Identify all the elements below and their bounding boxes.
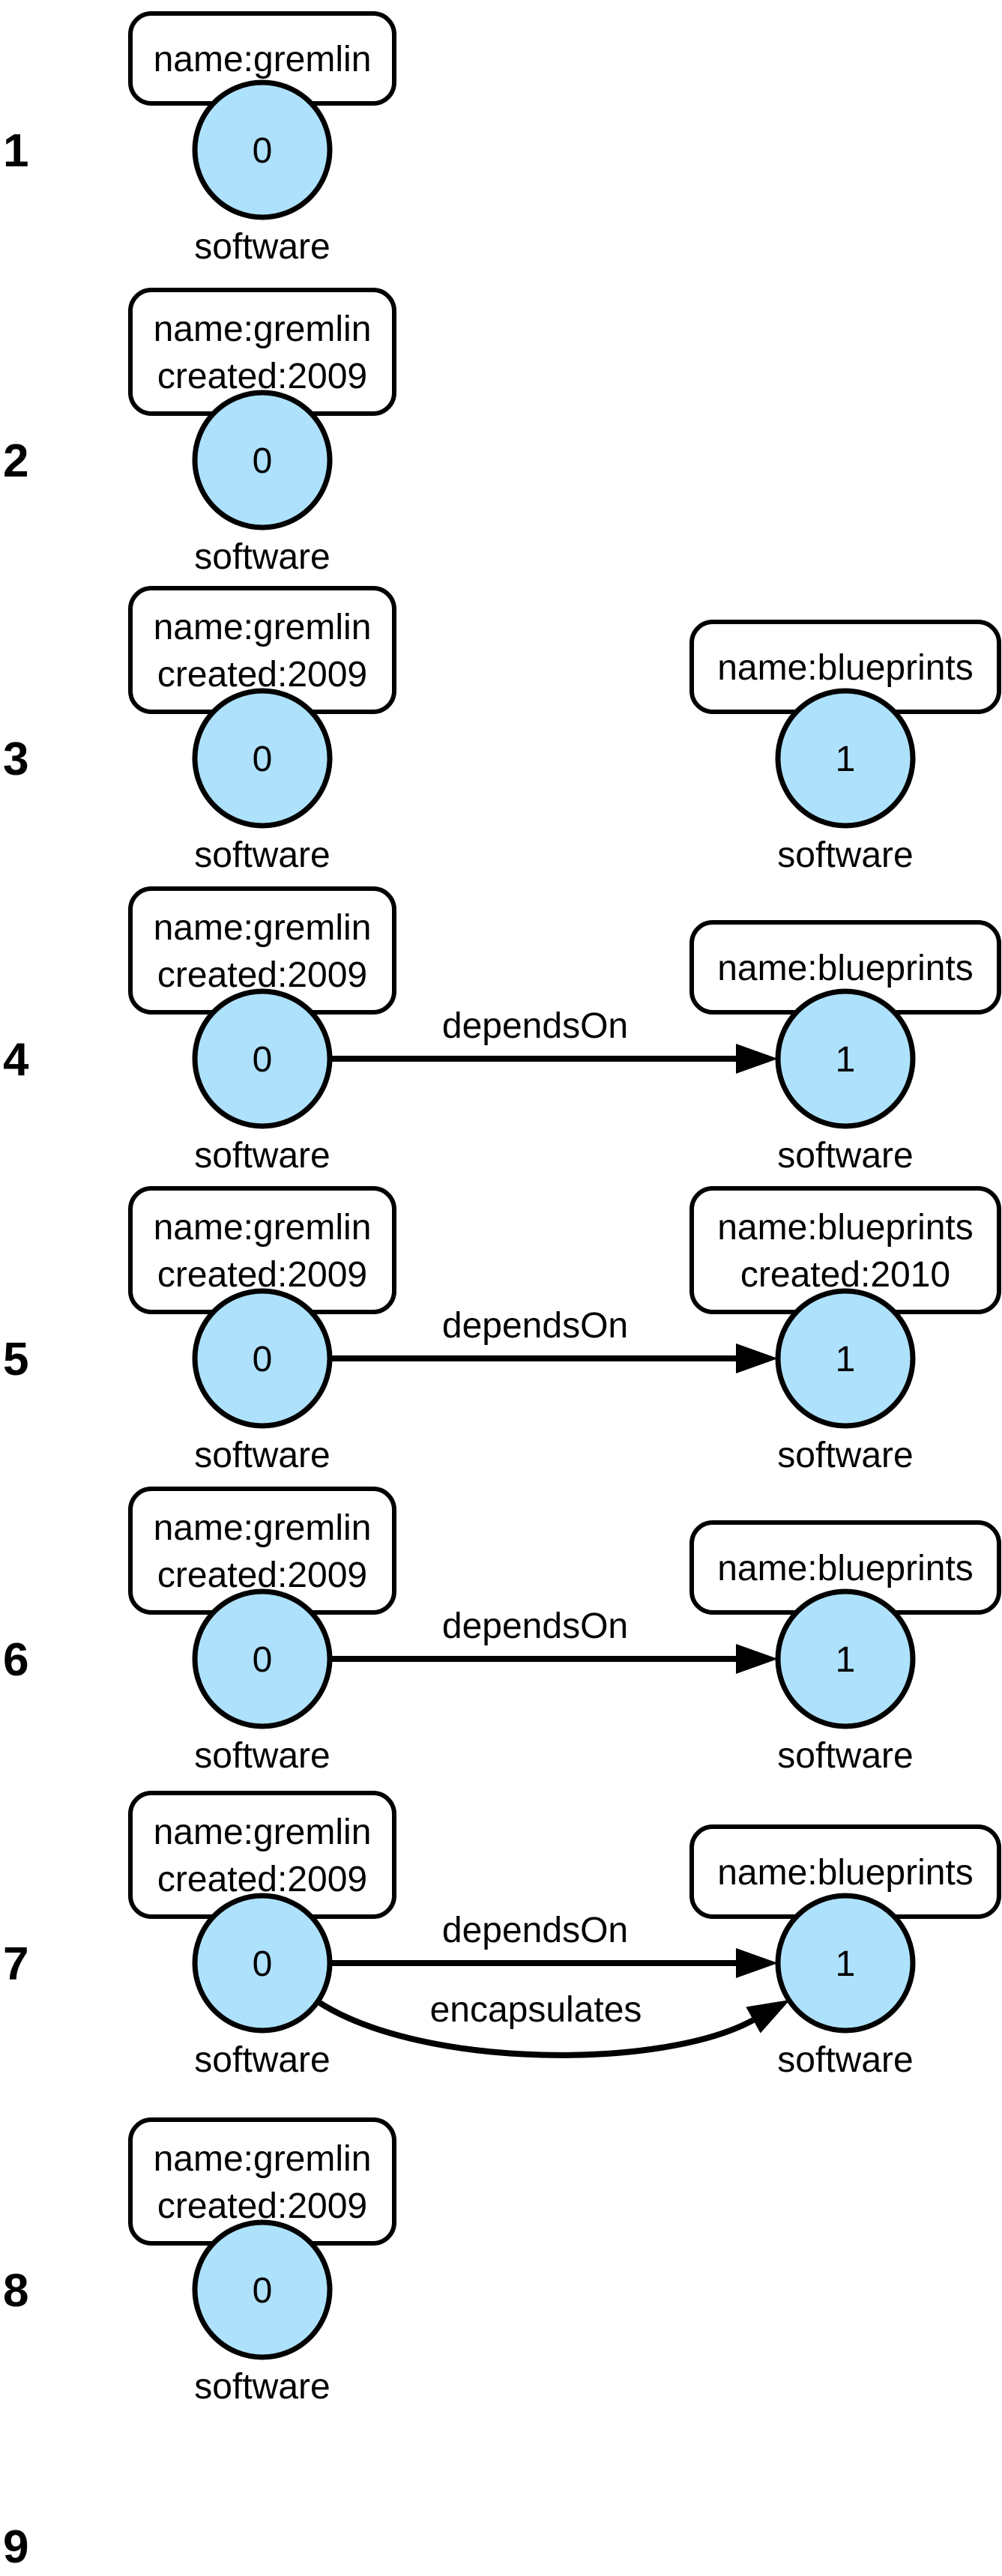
step-number: 3 — [3, 734, 28, 785]
property-line: name:blueprints — [717, 1208, 974, 1248]
vertex-circle — [192, 2219, 333, 2360]
step-number: 1 — [3, 125, 28, 177]
property-line: name:gremlin — [154, 908, 372, 948]
edge-label: dependsOn — [442, 1006, 628, 1046]
step-number: 8 — [3, 2265, 28, 2317]
vertex-type-label: software — [194, 2040, 330, 2080]
property-line: name:gremlin — [154, 1208, 372, 1248]
step-row-3: 3 name:gremlin created:2009 0 software n… — [3, 586, 1001, 875]
vertex-id: 1 — [836, 740, 856, 779]
vertex-circle — [192, 1588, 333, 1729]
property-line: name:blueprints — [717, 949, 974, 988]
edge-label: dependsOn — [442, 1606, 628, 1646]
property-line: created:2009 — [157, 2186, 367, 2226]
vertex-id: 0 — [253, 441, 273, 481]
vertex-type-label: software — [194, 227, 330, 267]
vertex-circle — [192, 988, 333, 1129]
vertex-type-label: software — [194, 835, 330, 875]
property-line: name:blueprints — [717, 1853, 974, 1893]
property-line: name:gremlin — [154, 608, 372, 647]
vertex-id: 1 — [836, 1040, 856, 1080]
step-row-7: 7 name:gremlin created:2009 dependsOn en… — [3, 1791, 1001, 2080]
vertex-type-label: software — [777, 1436, 913, 1475]
vertex-id: 0 — [253, 1640, 273, 1680]
vertex-circle — [192, 390, 333, 530]
property-line: created:2009 — [157, 1255, 367, 1295]
vertex-type-label: software — [194, 1136, 330, 1176]
property-line: created:2010 — [740, 1255, 950, 1295]
step-number: 2 — [3, 435, 28, 487]
vertex-type-label: software — [194, 1736, 330, 1776]
vertex-circle — [775, 1893, 916, 2034]
vertex-type-label: software — [777, 1736, 913, 1776]
vertex-id: 0 — [253, 2271, 273, 2311]
property-line: name:gremlin — [154, 1508, 372, 1548]
step-number: 4 — [3, 1034, 29, 1086]
property-line: name:gremlin — [154, 1812, 372, 1852]
vertex-type-label: software — [777, 2040, 913, 2080]
vertex-circle — [192, 1893, 333, 2034]
vertex-circle — [775, 988, 916, 1129]
vertex-id: 0 — [253, 1944, 273, 1984]
property-line: name:blueprints — [717, 1549, 974, 1588]
vertex-id: 1 — [836, 1944, 856, 1984]
vertex-type-label: software — [194, 537, 330, 577]
vertex-circle — [775, 688, 916, 829]
vertex-id: 1 — [836, 1640, 856, 1680]
property-line: name:gremlin — [154, 309, 372, 349]
step-row-8: 8 name:gremlin created:2009 0 software — [3, 2117, 396, 2407]
property-line: created:2009 — [157, 655, 367, 695]
edge-encapsulates — [316, 1999, 791, 2058]
edge-label: dependsOn — [442, 1911, 628, 1950]
step-row-6: 6 name:gremlin created:2009 dependsOn 0 … — [3, 1487, 1001, 1776]
vertex-circle — [775, 1588, 916, 1729]
step-number: 7 — [3, 1938, 28, 1990]
vertex-id: 0 — [253, 740, 273, 779]
vertex-type-label: software — [194, 2367, 330, 2407]
property-line: name:gremlin — [154, 40, 372, 79]
step-row-4: 4 name:gremlin created:2009 dependsOn 0 … — [3, 886, 1001, 1176]
vertex-circle — [192, 79, 333, 220]
step-row-1: 1 name:gremlin 0 software — [3, 11, 396, 267]
edge-label: encapsulates — [430, 1990, 642, 2030]
step-number: 9 — [3, 2521, 28, 2572]
vertex-type-label: software — [777, 835, 913, 875]
vertex-type-label: software — [777, 1136, 913, 1176]
vertex-id: 0 — [253, 1340, 273, 1379]
vertex-circle — [192, 688, 333, 829]
property-line: name:blueprints — [717, 648, 974, 688]
step-row-5: 5 name:gremlin created:2009 dependsOn 0 … — [3, 1186, 1001, 1475]
step-row-2: 2 name:gremlin created:2009 0 software — [3, 288, 396, 577]
property-line: created:2009 — [157, 1860, 367, 1899]
step-number: 5 — [3, 1334, 28, 1385]
step-number: 6 — [3, 1634, 28, 1686]
vertex-type-label: software — [194, 1436, 330, 1475]
property-line: created:2009 — [157, 357, 367, 396]
vertex-circle — [775, 1288, 916, 1429]
vertex-id: 0 — [253, 1040, 273, 1080]
edge-label: dependsOn — [442, 1306, 628, 1346]
property-line: name:gremlin — [154, 2139, 372, 2179]
vertex-id: 1 — [836, 1340, 856, 1379]
vertex-id: 0 — [253, 131, 273, 171]
property-line: created:2009 — [157, 955, 367, 995]
vertex-circle — [192, 1288, 333, 1429]
step-row-9: 9 — [3, 2521, 28, 2573]
property-line: created:2009 — [157, 1555, 367, 1595]
